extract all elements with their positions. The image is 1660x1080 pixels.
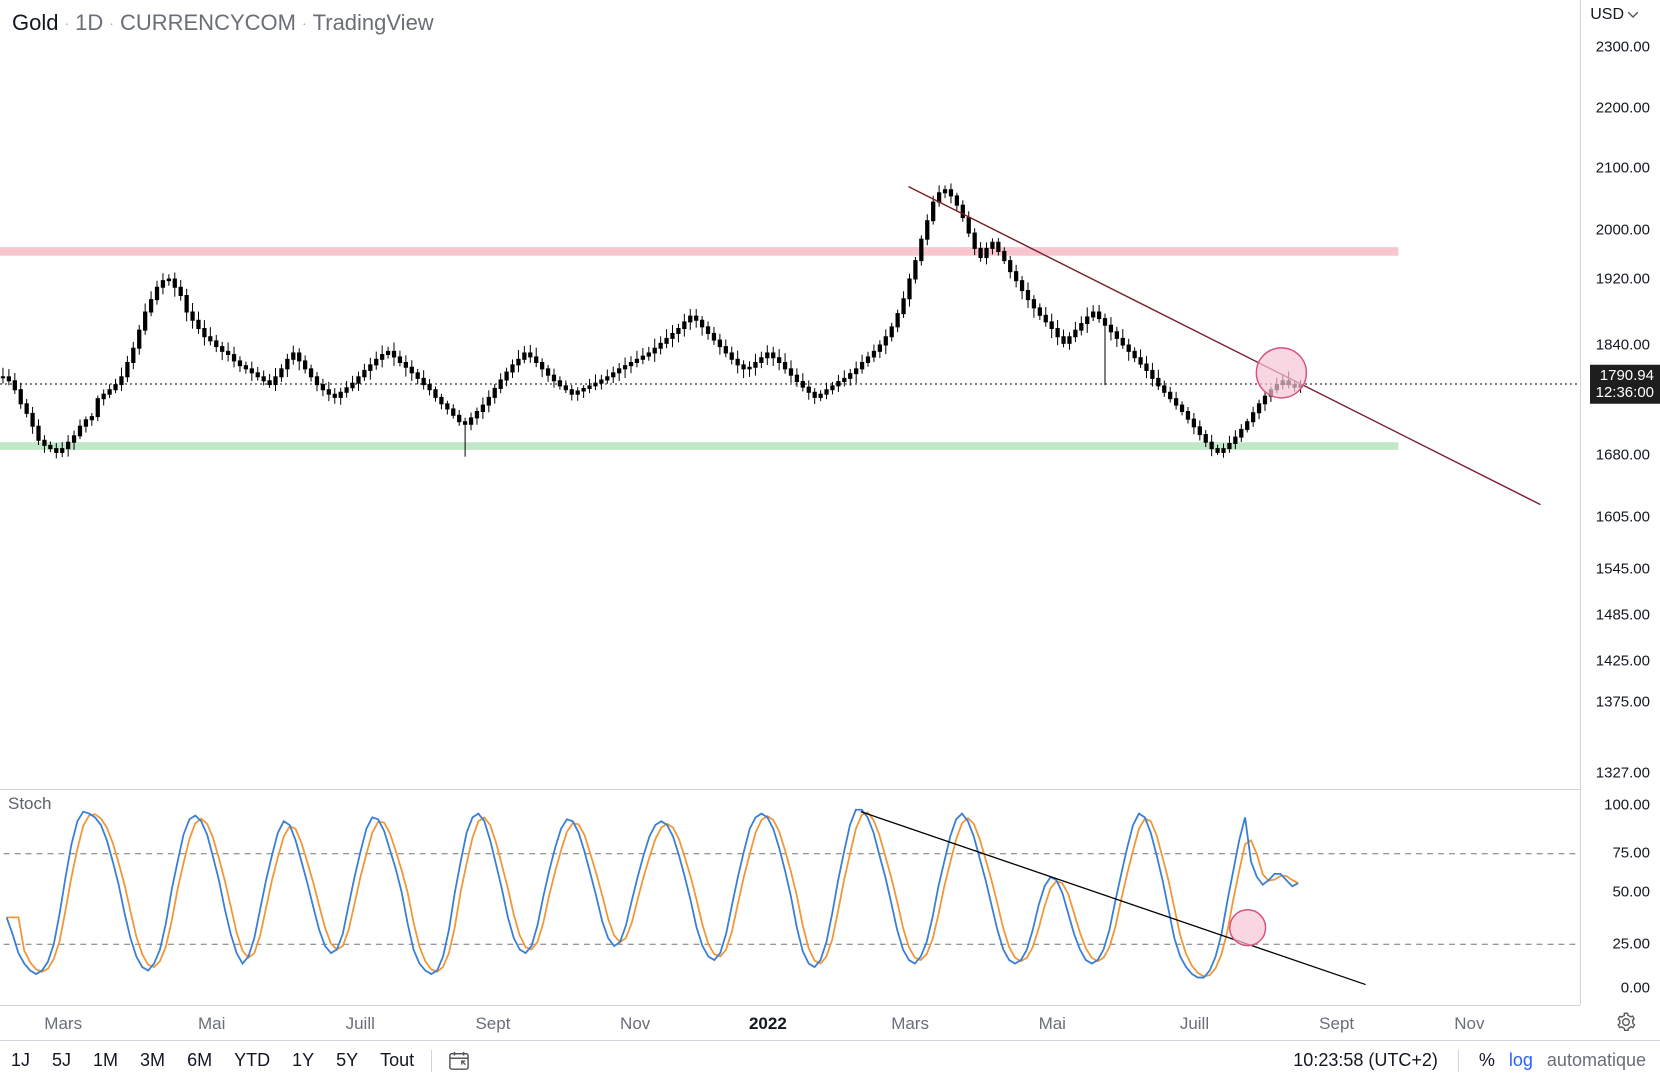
resistance-zone — [0, 247, 1398, 256]
trendline[interactable] — [909, 187, 1541, 505]
timeframe-button[interactable]: 1Y — [281, 1050, 325, 1071]
percent-toggle[interactable]: % — [1479, 1050, 1495, 1071]
timeframe-button[interactable]: 1M — [82, 1050, 129, 1071]
timeframe-button[interactable]: Tout — [369, 1050, 425, 1071]
chevron-down-icon — [1628, 12, 1638, 18]
y-tick: 1375.00 — [1596, 694, 1650, 711]
support-zone — [0, 442, 1398, 450]
y-tick: 50.00 — [1612, 884, 1650, 901]
timeframe-button[interactable]: 6M — [176, 1050, 223, 1071]
y-tick: 1605.00 — [1596, 509, 1650, 526]
gear-icon[interactable] — [1616, 1012, 1636, 1032]
timeframe-button[interactable]: 5Y — [325, 1050, 369, 1071]
y-tick: 1327.00 — [1596, 765, 1650, 782]
y-tick: 1920.00 — [1596, 271, 1650, 288]
y-tick: 75.00 — [1612, 845, 1650, 862]
y-tick: 1840.00 — [1596, 337, 1650, 354]
y-tick: 25.00 — [1612, 936, 1650, 953]
stoch-highlight-circle[interactable] — [1230, 910, 1266, 946]
candles — [1, 183, 1302, 458]
y-tick: 0.00 — [1621, 980, 1650, 997]
x-tick: 2022 — [749, 1014, 787, 1034]
currency-selector[interactable]: USD — [1590, 6, 1638, 24]
x-tick: Mars — [891, 1014, 929, 1034]
y-tick: 1425.00 — [1596, 653, 1650, 670]
x-tick: Sept — [475, 1014, 510, 1034]
x-tick: Sept — [1319, 1014, 1354, 1034]
y-tick: 2000.00 — [1596, 222, 1650, 239]
y-tick: 1545.00 — [1596, 561, 1650, 578]
price-axis[interactable]: USD 2300.00 2200.00 2100.00 2000.00 1920.00 1… — [1580, 0, 1660, 1005]
x-tick: Nov — [620, 1014, 650, 1034]
y-tick: 1680.00 — [1596, 447, 1650, 464]
stochastic-chart[interactable] — [0, 789, 1580, 1005]
x-tick: Juill — [346, 1014, 375, 1034]
x-tick: Mai — [1039, 1014, 1066, 1034]
y-tick: 2300.00 — [1596, 39, 1650, 56]
y-tick: 2100.00 — [1596, 160, 1650, 177]
current-price-tag: 1790.9412:36:00 — [1590, 365, 1660, 404]
stoch-k-line — [7, 810, 1299, 978]
price-chart[interactable] — [0, 0, 1580, 788]
y-tick: 1485.00 — [1596, 607, 1650, 624]
timeframe-button[interactable]: 3M — [129, 1050, 176, 1071]
x-tick: Juill — [1180, 1014, 1209, 1034]
y-tick: 2200.00 — [1596, 100, 1650, 117]
calendar-icon[interactable] — [438, 1051, 480, 1071]
stoch-d-line — [7, 812, 1299, 976]
stoch-indicator-label[interactable]: Stoch — [8, 794, 51, 814]
y-tick: 100.00 — [1604, 797, 1650, 814]
log-toggle[interactable]: log — [1509, 1050, 1533, 1071]
clock-label[interactable]: 10:23:58 (UTC+2) — [1293, 1050, 1438, 1071]
x-tick: Mars — [44, 1014, 82, 1034]
timeframe-button[interactable]: YTD — [223, 1050, 281, 1071]
auto-toggle[interactable]: automatique — [1547, 1050, 1646, 1071]
time-axis[interactable]: Mars Mai Juill Sept Nov 2022 Mars Mai Juill Sept N… — [0, 1005, 1580, 1041]
highlight-circle[interactable] — [1256, 348, 1306, 398]
footer-toolbar: 1J5J1M3M6MYTD1Y5YTout 10:23:58 (UTC+2) %… — [0, 1040, 1660, 1080]
timeframe-button[interactable]: 1J — [0, 1050, 41, 1071]
x-tick: Mai — [198, 1014, 225, 1034]
x-tick: Nov — [1454, 1014, 1484, 1034]
timeframe-button[interactable]: 5J — [41, 1050, 82, 1071]
